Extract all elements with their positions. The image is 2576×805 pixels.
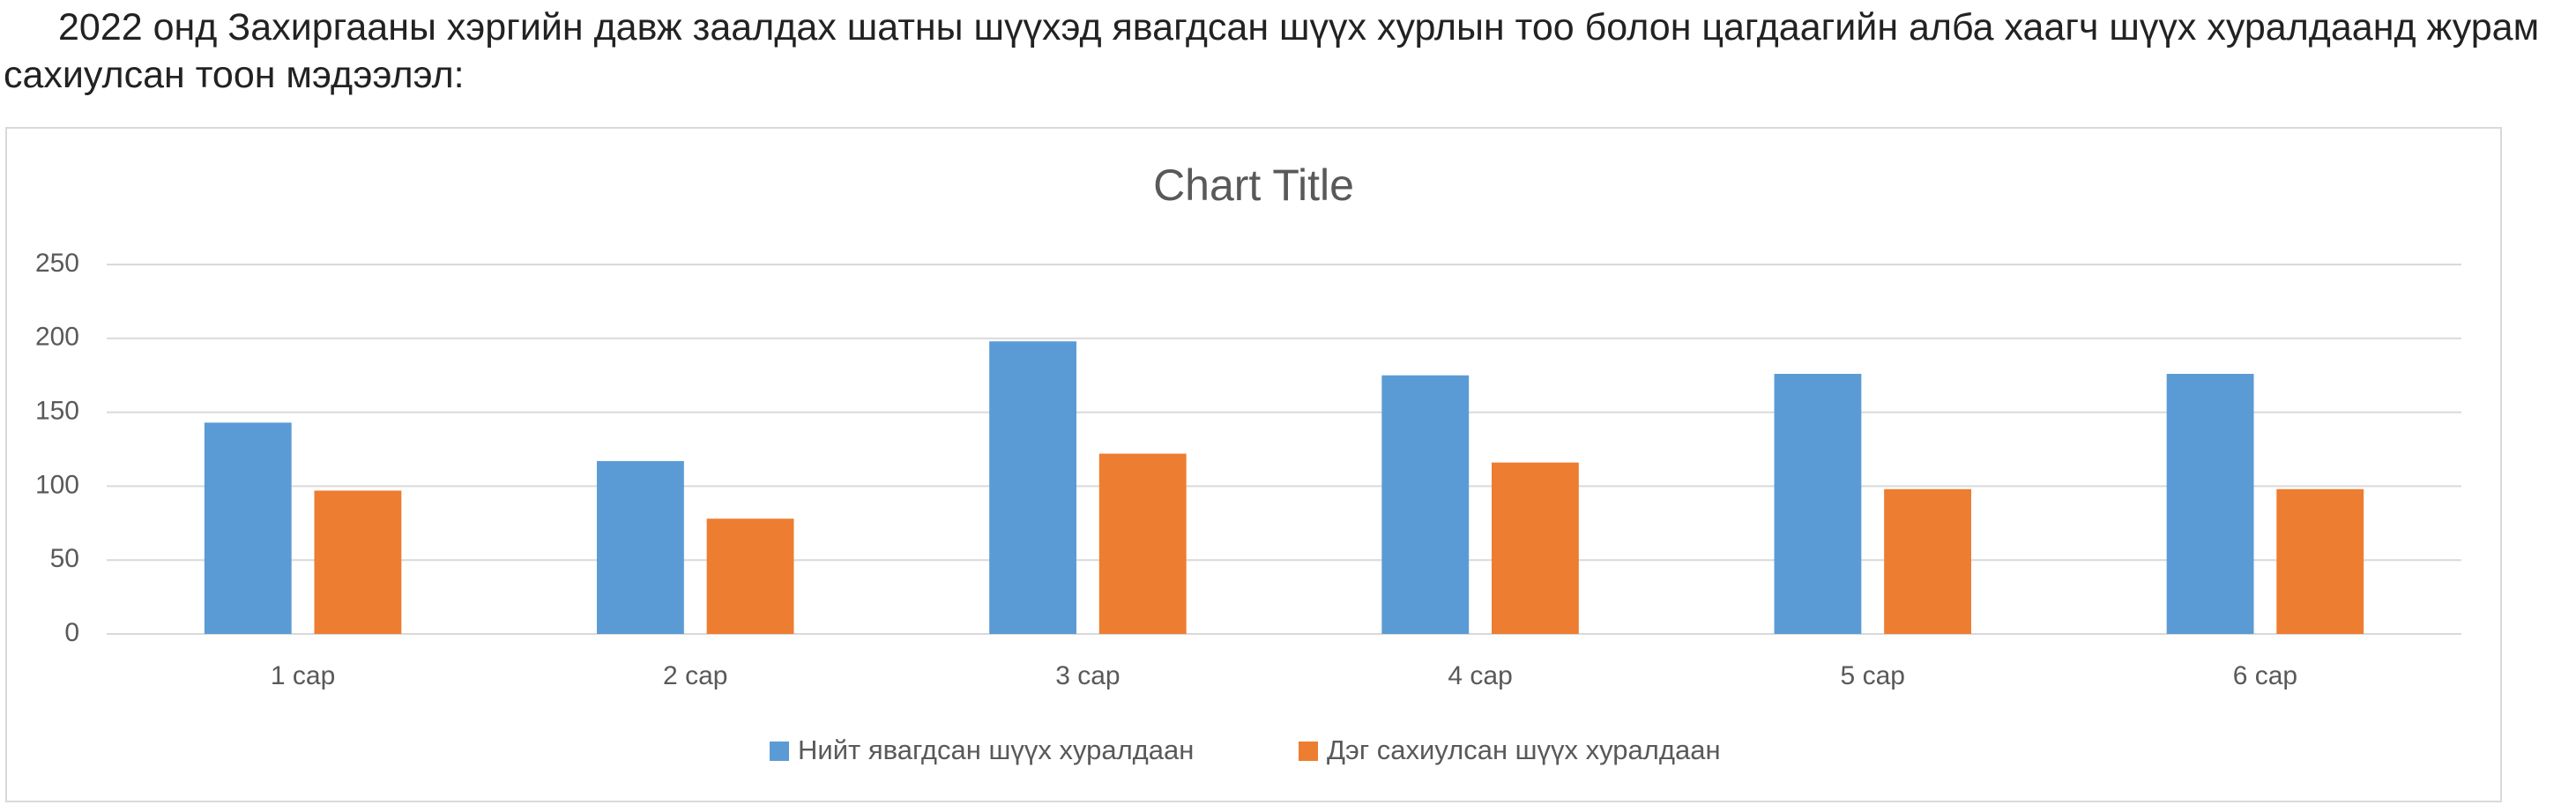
- y-tick-label: 0: [64, 618, 79, 647]
- x-tick-label: 1 сар: [271, 661, 335, 690]
- x-tick-label: 5 сар: [1841, 661, 1905, 690]
- bar: [2166, 374, 2254, 634]
- y-tick-label: 50: [50, 544, 79, 573]
- chart-border: [5, 127, 2502, 802]
- x-tick-label: 4 сар: [1448, 661, 1512, 690]
- bar: [706, 518, 794, 634]
- bar: [1774, 374, 1862, 634]
- legend-swatch: [770, 742, 789, 761]
- bar: [1491, 462, 1579, 634]
- bar: [1884, 488, 1971, 634]
- bar: [1381, 375, 1470, 634]
- bar: [1098, 453, 1187, 634]
- bar: [597, 460, 684, 634]
- y-tick-label: 200: [35, 323, 79, 352]
- chart-title: Chart Title: [1153, 160, 1354, 210]
- x-tick-label: 6 сар: [2233, 661, 2297, 690]
- legend-swatch: [1299, 742, 1318, 761]
- legend-label: Нийт явагдсан шүүх хуралдаан: [798, 734, 1194, 765]
- y-tick-label: 150: [35, 397, 79, 426]
- x-tick-label: 2 сар: [663, 661, 727, 690]
- intro-text: 2022 онд Захиргааны хэргийн давж заалдах…: [4, 6, 2540, 96]
- legend-label: Дэг сахиулсан шүүх хуралдаан: [1327, 734, 1721, 765]
- bar: [204, 422, 292, 634]
- bar: [989, 341, 1077, 634]
- bar: [314, 490, 402, 634]
- y-tick-label: 100: [35, 470, 79, 499]
- y-tick-label: 250: [35, 249, 79, 278]
- bar: [2276, 488, 2364, 634]
- x-tick-label: 3 сар: [1055, 661, 1120, 690]
